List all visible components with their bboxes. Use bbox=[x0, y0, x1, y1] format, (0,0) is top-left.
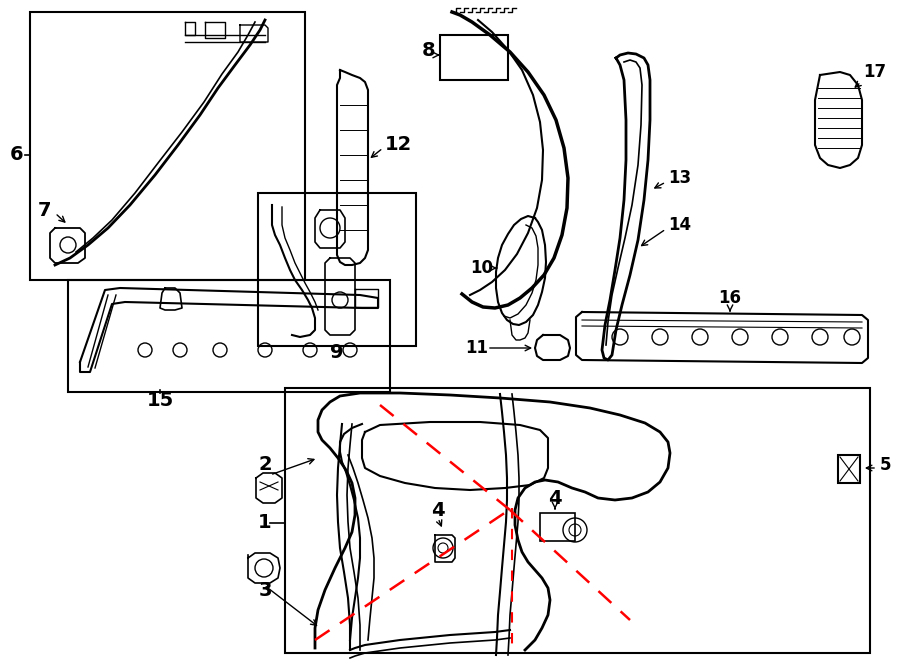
Text: 5: 5 bbox=[880, 456, 892, 474]
Text: 2: 2 bbox=[258, 455, 272, 475]
Bar bbox=[838, 455, 860, 483]
Text: 8: 8 bbox=[422, 40, 436, 59]
Text: 4: 4 bbox=[431, 500, 445, 520]
Bar bbox=[440, 35, 508, 80]
Text: 6: 6 bbox=[10, 145, 23, 165]
Text: 10: 10 bbox=[470, 259, 493, 277]
Text: 15: 15 bbox=[147, 391, 174, 410]
Bar bbox=[258, 193, 416, 346]
Text: 7: 7 bbox=[38, 200, 51, 219]
Text: 9: 9 bbox=[330, 342, 344, 362]
Text: 1: 1 bbox=[258, 514, 272, 533]
Text: 16: 16 bbox=[718, 289, 742, 307]
Bar bbox=[68, 280, 390, 392]
Text: 17: 17 bbox=[863, 63, 886, 81]
Text: 13: 13 bbox=[668, 169, 691, 187]
Bar bbox=[540, 513, 575, 541]
Text: 11: 11 bbox=[465, 339, 488, 357]
Text: 3: 3 bbox=[258, 580, 272, 600]
Text: 14: 14 bbox=[668, 216, 691, 234]
Bar bbox=[30, 12, 305, 280]
Text: 12: 12 bbox=[385, 136, 412, 155]
Text: 4: 4 bbox=[548, 488, 562, 508]
Bar bbox=[285, 388, 870, 653]
